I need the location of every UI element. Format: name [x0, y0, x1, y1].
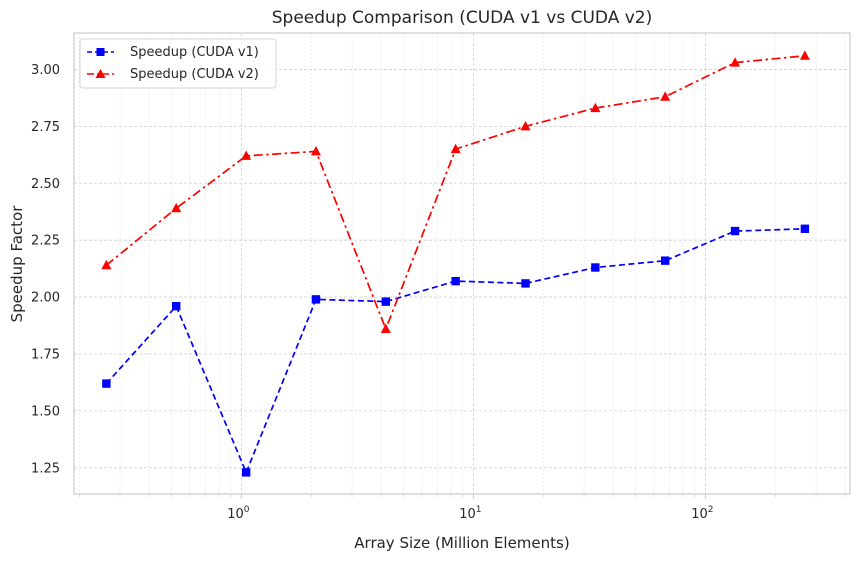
grid — [74, 33, 850, 494]
series — [101, 50, 810, 477]
data-point-square — [102, 379, 111, 388]
plot-area — [73, 32, 851, 495]
data-point-triangle — [241, 150, 252, 160]
x-tick-label-base: 10 — [227, 507, 244, 522]
x-tick-label-exponent: 2 — [708, 505, 714, 515]
data-point-square — [800, 224, 810, 233]
y-tick-label: 3.00 — [31, 63, 60, 78]
data-point-square — [521, 279, 530, 288]
data-point-square — [591, 263, 600, 272]
x-axis-label: Array Size (Million Elements) — [354, 534, 569, 552]
x-tick-label: 102 — [691, 505, 713, 522]
legend-label-v1: Speedup (CUDA v1) — [130, 45, 259, 60]
y-tick-label: 2.50 — [31, 177, 60, 192]
series-1 — [102, 224, 810, 477]
data-point-square — [661, 256, 670, 265]
data-point-triangle — [450, 143, 461, 154]
data-point-square — [241, 468, 251, 477]
data-point-square — [311, 295, 321, 304]
y-tick-label: 1.25 — [31, 461, 60, 476]
data-point-triangle — [310, 145, 321, 156]
x-tick-label-exponent: 0 — [244, 505, 250, 515]
x-tick-label-base: 10 — [459, 507, 476, 522]
y-tick-label: 2.00 — [31, 291, 60, 306]
series-2 — [101, 50, 810, 333]
y-tick-label: 2.25 — [31, 234, 60, 249]
data-point-triangle — [799, 50, 810, 60]
legend-marker-v2 — [95, 69, 106, 78]
data-point-triangle — [171, 202, 182, 213]
legend-box — [79, 38, 277, 89]
data-point-triangle — [590, 102, 601, 113]
data-point-square — [172, 301, 181, 311]
data-point-triangle — [101, 259, 112, 270]
data-point-square — [451, 276, 460, 286]
x-tick-label-base: 10 — [691, 507, 708, 522]
y-tick-label: 1.50 — [31, 404, 60, 419]
y-tick-label: 1.75 — [31, 347, 60, 362]
axis-ticks: 100 101 1021.251.501.752.002.252.502.753.0… — [31, 63, 846, 522]
series-line — [105, 54, 805, 332]
chart-title: Speedup Comparison (CUDA v1 vs CUDA v2) — [272, 8, 652, 28]
legend-marker-v1 — [96, 48, 105, 56]
legend: Speedup (CUDA v1) Speedup (CUDA v2) — [79, 38, 277, 89]
y-axis-label: Speedup Factor — [8, 205, 26, 323]
x-tick-label: 100 — [227, 505, 250, 522]
series-line — [105, 227, 805, 475]
data-point-square — [730, 226, 740, 236]
legend-label-v2: Speedup (CUDA v2) — [130, 67, 259, 82]
y-tick-label: 2.75 — [31, 120, 60, 135]
data-point-triangle — [730, 57, 741, 67]
x-tick-label: 101 — [459, 505, 481, 522]
data-point-triangle — [660, 91, 671, 101]
data-point-square — [381, 297, 391, 306]
data-point-triangle — [380, 323, 391, 333]
data-point-triangle — [520, 120, 531, 131]
x-tick-label-exponent: 1 — [476, 505, 482, 515]
